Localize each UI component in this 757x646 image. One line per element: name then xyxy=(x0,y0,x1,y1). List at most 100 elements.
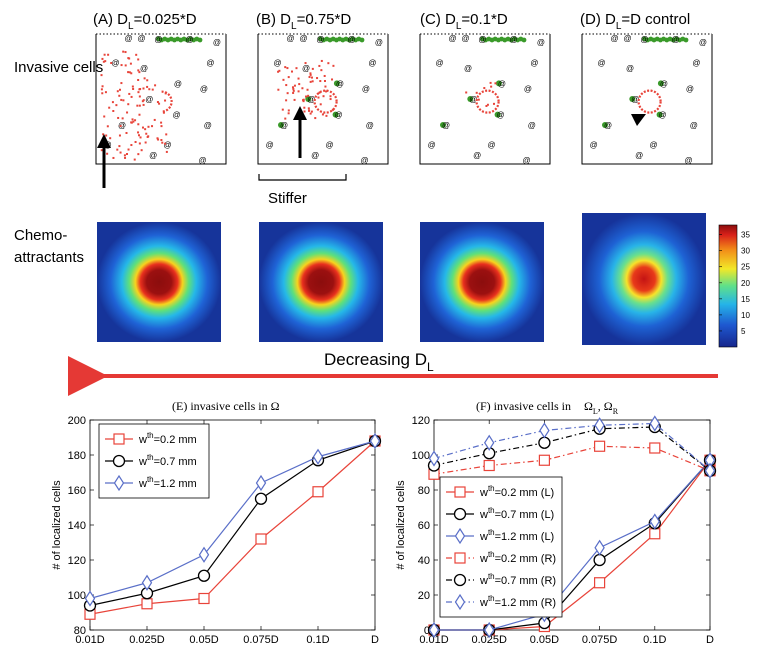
data-point xyxy=(369,432,381,450)
svg-text:@: @ xyxy=(530,59,538,68)
data-point xyxy=(453,507,467,521)
legend-entry: wth=1.2 mm xyxy=(138,475,197,490)
svg-text:@: @ xyxy=(173,111,181,120)
data-point xyxy=(593,553,606,567)
data-point xyxy=(112,454,126,468)
y-tick-label: 80 xyxy=(74,625,86,637)
data-point xyxy=(593,577,606,589)
data-point xyxy=(594,417,605,434)
svg-text:@: @ xyxy=(623,34,631,43)
svg-text:@: @ xyxy=(375,38,383,47)
data-point xyxy=(594,539,605,556)
svg-text:@: @ xyxy=(448,34,456,43)
stiffer-bracket: Stiffer xyxy=(258,174,347,207)
colorbar-tick-label: 10 xyxy=(741,311,750,320)
svg-text:@: @ xyxy=(163,141,171,150)
x-tick-label: 0.025D xyxy=(129,634,165,646)
svg-text:@: @ xyxy=(336,79,344,88)
data-point xyxy=(198,592,210,605)
y-tick-label: 100 xyxy=(68,590,86,602)
data-point xyxy=(539,422,550,439)
y-axis-label: # of localized cells xyxy=(51,480,63,570)
svg-text:@: @ xyxy=(154,35,162,44)
panel-titles: (A) DL=0.025*D (B) DL=0.75*D (C) DL=0.1*D (… xyxy=(93,11,690,32)
decreasing-label: Decreasing DL xyxy=(324,350,434,374)
svg-text:@: @ xyxy=(124,34,132,43)
row-label-chemo-1: Chemo- xyxy=(14,227,67,244)
series-line xyxy=(433,445,711,475)
svg-text:@: @ xyxy=(335,111,343,120)
legend-entry: wth=0.7 mm xyxy=(138,453,197,468)
svg-text:@: @ xyxy=(149,151,157,160)
data-point xyxy=(453,573,467,587)
y-tick-label: 0 xyxy=(424,625,430,637)
chart-title: (E) invasive cells in Ω xyxy=(172,399,280,413)
data-point xyxy=(113,433,125,445)
scatter-panel-0: @@@@@@@@@@@@@@@@@@ xyxy=(95,33,227,165)
series-2 xyxy=(84,432,381,607)
x-tick-label: 0.01D xyxy=(75,634,104,646)
series-line xyxy=(89,440,376,607)
svg-text:@: @ xyxy=(686,85,694,94)
legend-entry: wth=1.2 mm (R) xyxy=(479,594,556,609)
svg-text:@: @ xyxy=(523,156,531,165)
legend-entry: wth=0.7 mm (L) xyxy=(479,506,554,521)
svg-text:@: @ xyxy=(286,34,294,43)
svg-text:@: @ xyxy=(435,59,443,68)
svg-text:@: @ xyxy=(510,35,518,44)
svg-text:@: @ xyxy=(631,95,639,104)
svg-text:@: @ xyxy=(528,121,536,130)
svg-text:@: @ xyxy=(145,95,153,104)
y-tick-label: 200 xyxy=(68,415,86,427)
heatmap-b xyxy=(259,222,383,342)
svg-text:@: @ xyxy=(590,141,598,150)
y-tick-label: 160 xyxy=(68,485,86,497)
y-tick-label: 80 xyxy=(418,485,430,497)
svg-text:@: @ xyxy=(626,64,634,73)
data-point xyxy=(197,569,211,582)
svg-text:@: @ xyxy=(111,59,119,68)
svg-text:@: @ xyxy=(186,35,194,44)
svg-text:@: @ xyxy=(498,79,506,88)
decreasing-dl-arrow: Decreasing DL xyxy=(68,350,718,396)
svg-text:@: @ xyxy=(690,121,698,130)
svg-text:@: @ xyxy=(685,156,693,165)
svg-text:@: @ xyxy=(692,59,700,68)
data-point xyxy=(428,621,440,639)
arrow-a-head xyxy=(97,134,111,148)
colorbar: 35 30 25 20 15 10 5 xyxy=(718,224,750,348)
x-tick-label: 0.05D xyxy=(530,634,559,646)
data-point xyxy=(649,415,661,432)
svg-text:@: @ xyxy=(699,38,707,47)
panel-title-3: (D) DL=D control xyxy=(580,11,690,32)
svg-text:@: @ xyxy=(635,151,643,160)
svg-text:@: @ xyxy=(273,59,281,68)
data-point xyxy=(312,486,324,498)
svg-text:@: @ xyxy=(442,121,450,130)
colorbar-tick-label: 15 xyxy=(741,295,750,304)
data-point xyxy=(254,492,268,505)
heatmap-a xyxy=(97,222,221,342)
svg-text:@: @ xyxy=(464,64,472,73)
y-tick-label: 140 xyxy=(68,520,86,532)
data-point xyxy=(483,621,495,639)
svg-text:@: @ xyxy=(366,121,374,130)
svg-text:@: @ xyxy=(200,85,208,94)
y-tick-label: 40 xyxy=(418,555,430,567)
svg-text:@: @ xyxy=(497,111,505,120)
chart-f: (F) invasive cells in ΩL, ΩR 0 20 40 60 80 100… xyxy=(395,399,717,646)
svg-text:@: @ xyxy=(137,34,145,43)
data-point xyxy=(454,527,466,545)
scatter-panel-1: @ @ @ @ @ @ @ @ @ @ @ @ @ @ @ @ @ @ xyxy=(257,33,389,165)
svg-text:@: @ xyxy=(672,35,680,44)
data-point xyxy=(113,474,125,492)
chart-e: (E) invasive cells in Ω 80 100 120 140 160 180… xyxy=(51,399,382,646)
data-point xyxy=(454,552,466,564)
y-tick-label: 180 xyxy=(68,450,86,462)
svg-text:@: @ xyxy=(604,121,612,130)
data-point xyxy=(84,590,96,607)
svg-text:@: @ xyxy=(174,79,182,88)
data-point xyxy=(198,546,210,563)
data-point xyxy=(538,454,551,466)
